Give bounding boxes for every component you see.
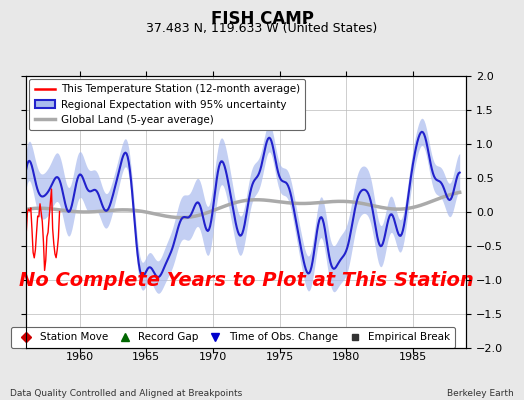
Legend: Station Move, Record Gap, Time of Obs. Change, Empirical Break: Station Move, Record Gap, Time of Obs. C… xyxy=(10,327,455,348)
Text: 37.483 N, 119.633 W (United States): 37.483 N, 119.633 W (United States) xyxy=(146,22,378,35)
Text: 1975: 1975 xyxy=(266,352,294,362)
Text: Berkeley Earth: Berkeley Earth xyxy=(447,389,514,398)
Text: 1980: 1980 xyxy=(332,352,361,362)
Text: 1970: 1970 xyxy=(199,352,227,362)
Text: 1985: 1985 xyxy=(399,352,427,362)
Y-axis label: Temperature Anomaly (°C): Temperature Anomaly (°C) xyxy=(522,138,524,286)
Text: 1965: 1965 xyxy=(132,352,160,362)
Text: 1960: 1960 xyxy=(66,352,94,362)
Text: Data Quality Controlled and Aligned at Breakpoints: Data Quality Controlled and Aligned at B… xyxy=(10,389,243,398)
Text: No Complete Years to Plot at This Station: No Complete Years to Plot at This Statio… xyxy=(19,270,474,290)
Text: FISH CAMP: FISH CAMP xyxy=(211,10,313,28)
